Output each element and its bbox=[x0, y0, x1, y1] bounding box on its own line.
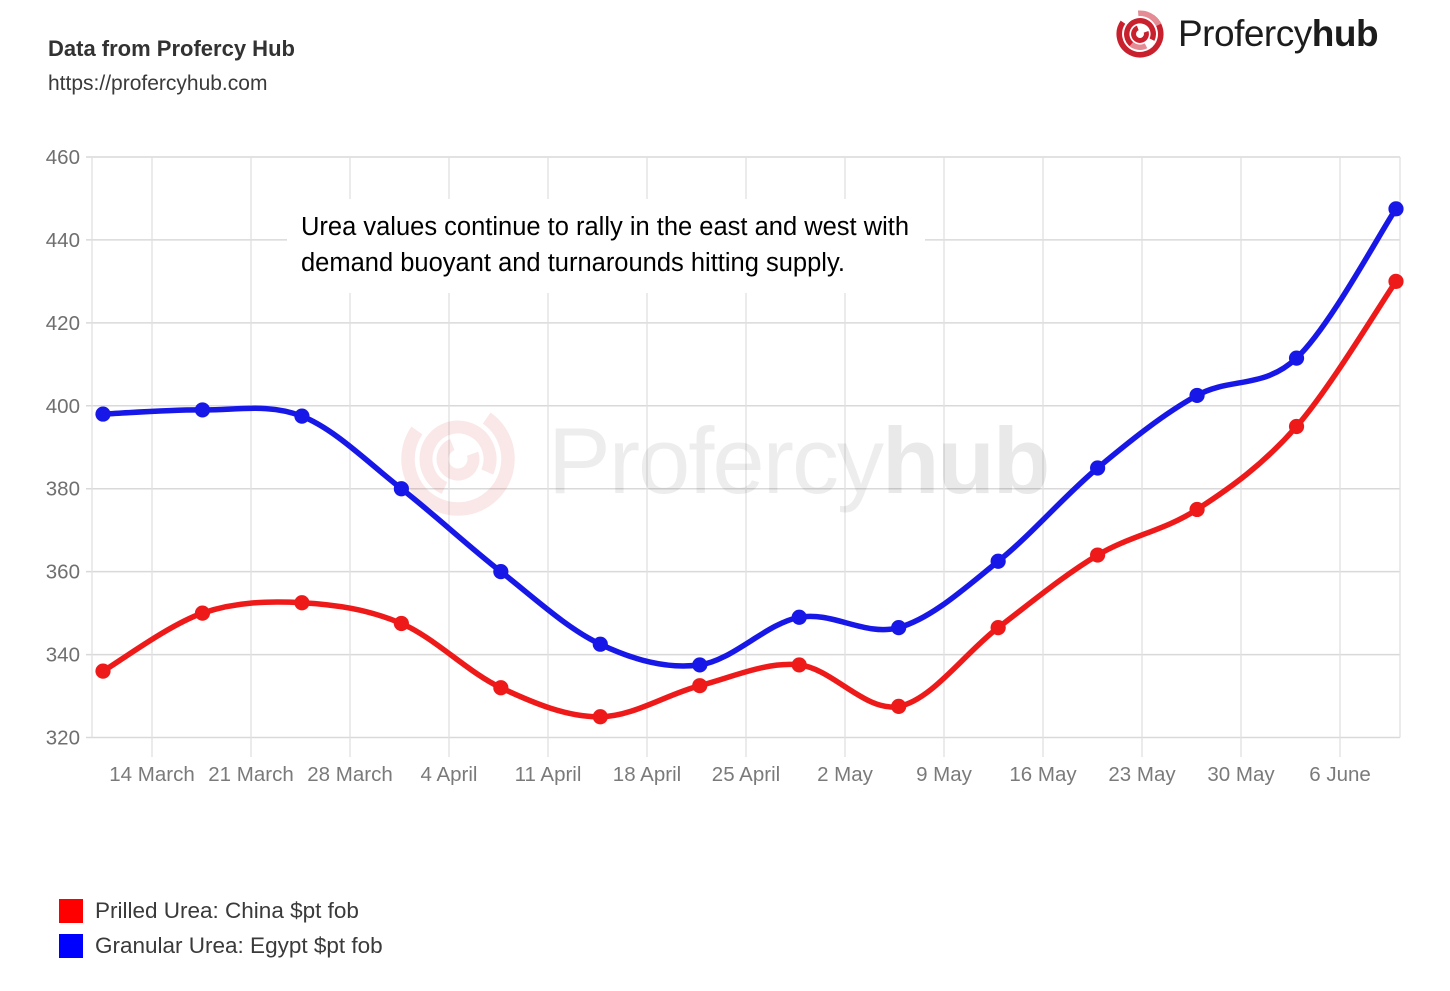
series-point-0 bbox=[1288, 418, 1305, 435]
y-axis-tick-label: 440 bbox=[46, 229, 80, 252]
header: Data from Profercy Hub https://profercyh… bbox=[48, 36, 295, 97]
series-point-0 bbox=[1189, 501, 1205, 518]
series-point-0 bbox=[592, 709, 608, 725]
y-axis-tick-label: 340 bbox=[46, 644, 80, 667]
y-axis-tick-label: 320 bbox=[46, 727, 80, 750]
series-point-1 bbox=[891, 620, 907, 636]
series-point-1 bbox=[294, 408, 310, 424]
chart-legend: Prilled Urea: China $pt fob Granular Urea… bbox=[59, 898, 383, 968]
series-point-1 bbox=[194, 402, 211, 418]
x-axis-tick-label: 21 March bbox=[208, 763, 293, 786]
series-point-0 bbox=[1090, 547, 1106, 563]
series-point-1 bbox=[493, 564, 509, 580]
x-axis-tick-label: 18 April bbox=[613, 763, 681, 786]
x-axis-tick-label: 4 April bbox=[421, 763, 478, 786]
chart-series bbox=[95, 201, 1404, 725]
x-axis-tick-label: 16 May bbox=[1009, 763, 1077, 786]
series-point-1 bbox=[1189, 387, 1205, 404]
logo-wordmark: Profercyhub bbox=[1178, 13, 1379, 55]
legend-item-1: Granular Urea: Egypt $pt fob bbox=[59, 933, 383, 959]
series-point-0 bbox=[791, 657, 807, 673]
legend-label: Prilled Urea: China $pt fob bbox=[95, 898, 359, 923]
chart-watermark: Profercyhub bbox=[401, 402, 1050, 516]
logo-word-bold: hub bbox=[1311, 13, 1379, 54]
x-axis-tick-label: 30 May bbox=[1207, 763, 1275, 786]
source-url: https://profercyhub.com bbox=[48, 72, 268, 95]
profercy-swirl-icon bbox=[1116, 10, 1164, 58]
y-axis-tick-label: 420 bbox=[46, 312, 80, 335]
profercyhub-logo: Profercyhub bbox=[1112, 6, 1379, 62]
x-axis-tick-label: 23 May bbox=[1108, 763, 1176, 786]
series-point-0 bbox=[1388, 273, 1404, 289]
x-axis-tick-label: 11 April bbox=[515, 763, 582, 786]
watermark-word-bold: hub bbox=[882, 408, 1048, 513]
y-axis-tick-label: 380 bbox=[46, 478, 80, 501]
series-point-0 bbox=[493, 680, 509, 696]
series-point-0 bbox=[194, 605, 211, 621]
watermark-text: Profercyhub bbox=[548, 408, 1048, 513]
series-point-1 bbox=[990, 553, 1006, 569]
series-point-1 bbox=[1388, 201, 1404, 217]
x-axis-tick-label: 28 March bbox=[307, 763, 392, 786]
page-title: Data from Profercy Hub bbox=[48, 36, 295, 61]
series-point-0 bbox=[294, 595, 310, 611]
series-point-1 bbox=[592, 636, 608, 652]
legend-swatch bbox=[59, 899, 83, 923]
series-point-0 bbox=[95, 663, 111, 679]
x-axis-tick-label: 14 March bbox=[109, 763, 194, 786]
legend-label: Granular Urea: Egypt $pt fob bbox=[95, 933, 383, 958]
legend-swatch bbox=[59, 934, 83, 958]
series-point-1 bbox=[95, 406, 111, 422]
x-axis-tick-label: 25 April bbox=[712, 763, 780, 786]
y-axis-tick-label: 400 bbox=[46, 395, 80, 418]
series-point-1 bbox=[791, 609, 807, 625]
y-axis-tick-label: 360 bbox=[46, 561, 80, 584]
chart-annotation: Urea values continue to rally in the eas… bbox=[287, 199, 926, 293]
series-point-0 bbox=[990, 620, 1006, 636]
series-point-1 bbox=[692, 657, 708, 673]
series-point-0 bbox=[692, 678, 708, 694]
y-axis-tick-label: 460 bbox=[46, 146, 80, 169]
series-point-1 bbox=[393, 481, 409, 497]
chart-axis-labels: 320 340 360 380 400 420 440 460 14 March 21 March… bbox=[46, 146, 1371, 786]
logo-word-regular: Profercy bbox=[1178, 13, 1312, 54]
series-point-0 bbox=[393, 615, 409, 632]
x-axis-tick-label: 6 June bbox=[1309, 763, 1371, 786]
series-point-1 bbox=[1090, 460, 1106, 476]
watermark-word-regular: Profercy bbox=[548, 408, 884, 513]
series-point-0 bbox=[891, 698, 907, 715]
series-point-1 bbox=[1288, 350, 1305, 366]
x-axis-tick-label: 2 May bbox=[817, 763, 874, 786]
legend-item-0: Prilled Urea: China $pt fob bbox=[59, 898, 383, 924]
x-axis-tick-label: 9 May bbox=[916, 763, 973, 786]
